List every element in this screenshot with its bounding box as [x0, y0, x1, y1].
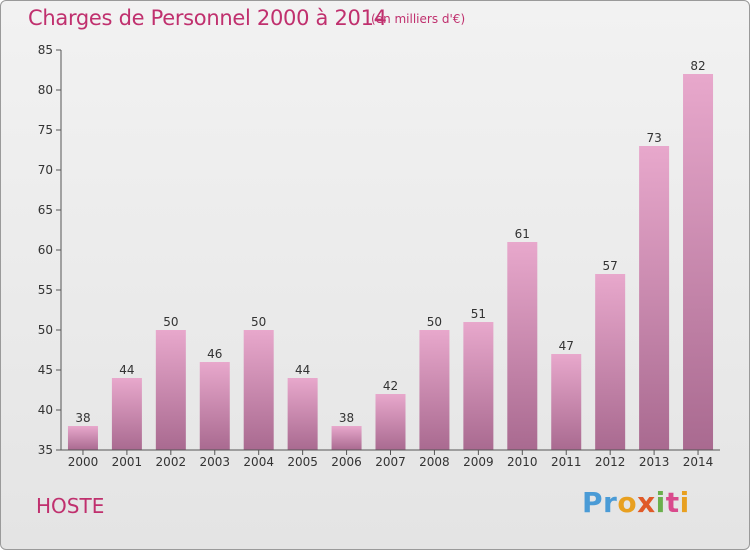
x-tick-label: 2002 — [156, 455, 187, 469]
bar-value-label: 57 — [603, 259, 618, 273]
y-tick-label: 70 — [38, 163, 53, 177]
bar-value-label: 50 — [427, 315, 442, 329]
bar-value-label: 42 — [383, 379, 398, 393]
chart-title: Charges de Personnel 2000 à 2014 — [28, 6, 387, 30]
bar — [683, 74, 714, 450]
proxiti-logo[interactable]: Proxiti — [582, 486, 690, 519]
y-tick-label: 50 — [38, 323, 53, 337]
y-tick-label: 35 — [38, 443, 53, 457]
y-tick-label: 75 — [38, 123, 53, 137]
bar — [463, 322, 494, 450]
bar — [639, 146, 670, 450]
bar — [507, 242, 538, 450]
bar — [155, 330, 186, 450]
logo-letter: x — [637, 486, 656, 519]
bar — [551, 354, 582, 450]
bar — [67, 426, 98, 450]
x-tick-label: 2003 — [199, 455, 230, 469]
x-tick-label: 2007 — [375, 455, 406, 469]
bar-value-label: 44 — [119, 363, 134, 377]
bar-value-label: 82 — [690, 59, 705, 73]
y-tick-label: 80 — [38, 83, 53, 97]
x-tick-label: 2004 — [243, 455, 274, 469]
y-tick-label: 65 — [38, 203, 53, 217]
bar-value-label: 46 — [207, 347, 222, 361]
logo-letter: t — [665, 486, 680, 519]
y-tick-label: 45 — [38, 363, 53, 377]
bar — [287, 378, 318, 450]
bar — [331, 426, 362, 450]
x-tick-label: 2011 — [551, 455, 582, 469]
y-tick-label: 40 — [38, 403, 53, 417]
bar-value-label: 38 — [339, 411, 354, 425]
x-tick-label: 2013 — [639, 455, 670, 469]
bar-value-label: 73 — [646, 131, 661, 145]
commune-name: HOSTE — [36, 494, 105, 518]
y-tick-label: 85 — [38, 43, 53, 57]
logo-letter: i — [679, 486, 690, 519]
bar — [111, 378, 142, 450]
bar-value-label: 38 — [75, 411, 90, 425]
bar-value-label: 50 — [251, 315, 266, 329]
x-tick-label: 2008 — [419, 455, 450, 469]
logo-letter: i — [655, 486, 666, 519]
x-tick-label: 2001 — [112, 455, 143, 469]
x-tick-label: 2014 — [683, 455, 714, 469]
chart-subtitle: (en milliers d'€) — [371, 12, 466, 26]
x-tick-label: 2012 — [595, 455, 626, 469]
logo-letter: o — [617, 486, 638, 519]
y-tick-label: 55 — [38, 283, 53, 297]
x-tick-label: 2005 — [287, 455, 318, 469]
bar-value-label: 51 — [471, 307, 486, 321]
bar-value-label: 50 — [163, 315, 178, 329]
logo-letter: r — [603, 486, 618, 519]
logo-letter: P — [582, 486, 604, 519]
bar — [419, 330, 450, 450]
y-tick-label: 60 — [38, 243, 53, 257]
bar-value-label: 61 — [515, 227, 530, 241]
bar — [243, 330, 274, 450]
x-tick-label: 2000 — [68, 455, 99, 469]
bar — [595, 274, 626, 450]
x-tick-label: 2010 — [507, 455, 538, 469]
bar — [199, 362, 230, 450]
bar-value-label: 44 — [295, 363, 310, 377]
x-tick-label: 2006 — [331, 455, 362, 469]
bar — [375, 394, 406, 450]
x-tick-label: 2009 — [463, 455, 494, 469]
bar-value-label: 47 — [559, 339, 574, 353]
